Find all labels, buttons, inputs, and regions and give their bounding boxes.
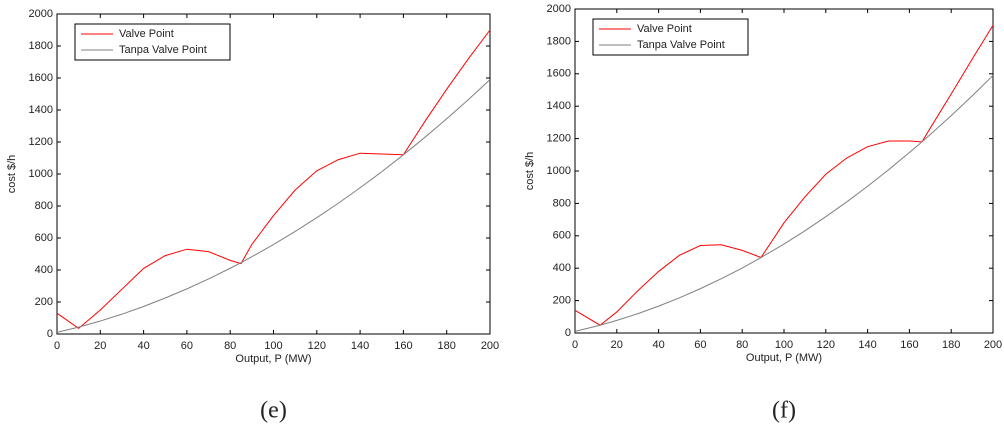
x-axis-label: Output, P (MW) — [746, 352, 822, 364]
y-tick-label: 1600 — [547, 68, 571, 80]
series-line — [56, 79, 491, 333]
y-tick-label: 1000 — [29, 168, 53, 180]
y-tick-label: 2000 — [547, 3, 571, 15]
x-tick-label: 200 — [984, 339, 1002, 351]
y-tick-label: 200 — [553, 295, 571, 307]
y-tick-label: 1200 — [547, 133, 571, 145]
x-tick-label: 160 — [900, 339, 918, 351]
legend-box — [74, 23, 231, 61]
x-tick-label: 80 — [736, 339, 748, 351]
y-tick-label: 1400 — [547, 100, 571, 112]
legend-label: Valve Point — [637, 23, 692, 35]
legend-label: Valve Point — [119, 28, 174, 40]
plot-area — [574, 8, 994, 334]
x-tick-label: 0 — [572, 339, 578, 351]
y-tick-label: 1000 — [547, 165, 571, 177]
chart-panel: 0 20 40 60 80 100 120 140 160 180 2000200400600800… — [524, 3, 1002, 424]
y-tick-label: 0 — [565, 327, 571, 339]
y-tick-label: 400 — [35, 264, 53, 276]
chart-panel: 0 20 40 60 80 100 120 140 160 180 2000200400600800… — [6, 8, 499, 424]
y-tick-label: 800 — [553, 197, 571, 209]
legend: Valve Point Tanpa Valve Point — [592, 18, 749, 56]
x-tick-label: 80 — [224, 340, 236, 352]
plot-area — [56, 13, 491, 335]
y-tick-label: 800 — [35, 200, 53, 212]
x-tick-label: 40 — [652, 339, 664, 351]
y-tick-label: 400 — [553, 262, 571, 274]
y-tick-label: 600 — [553, 230, 571, 242]
x-tick-label: 200 — [481, 340, 499, 352]
y-tick-label: 1400 — [29, 104, 53, 116]
x-tick-label: 0 — [54, 340, 60, 352]
y-tick-label: 1600 — [29, 72, 53, 84]
x-tick-label: 20 — [611, 339, 623, 351]
x-tick-label: 180 — [942, 339, 960, 351]
x-tick-label: 60 — [694, 339, 706, 351]
y-axis-label: cost $/h — [6, 155, 18, 194]
x-tick-label: 20 — [94, 340, 106, 352]
x-tick-label: 140 — [351, 340, 369, 352]
y-tick-label: 1800 — [547, 35, 571, 47]
legend-label: Tanpa Valve Point — [637, 39, 725, 51]
legend: Valve Point Tanpa Valve Point — [74, 23, 231, 61]
y-axis-label: cost $/h — [524, 152, 536, 191]
x-tick-label: 120 — [817, 339, 835, 351]
x-tick-label: 140 — [858, 339, 876, 351]
x-tick-label: 180 — [438, 340, 456, 352]
legend-label: Tanpa Valve Point — [119, 44, 207, 56]
series-line — [574, 75, 994, 332]
legend-box — [592, 18, 749, 56]
x-tick-label: 60 — [181, 340, 193, 352]
series-line — [574, 24, 994, 326]
caption: (f) — [772, 398, 796, 424]
x-tick-label: 160 — [394, 340, 412, 352]
series-line — [56, 29, 491, 330]
y-tick-label: 0 — [47, 328, 53, 340]
x-tick-label: 40 — [137, 340, 149, 352]
caption: (e) — [260, 398, 287, 424]
x-tick-label: 120 — [308, 340, 326, 352]
x-tick-label: 100 — [264, 340, 282, 352]
y-tick-label: 1800 — [29, 40, 53, 52]
x-axis-label: Output, P (MW) — [235, 353, 311, 365]
y-tick-label: 1200 — [29, 136, 53, 148]
y-tick-label: 600 — [35, 232, 53, 244]
x-tick-label: 100 — [775, 339, 793, 351]
y-tick-label: 2000 — [29, 8, 53, 20]
y-tick-label: 200 — [35, 296, 53, 308]
